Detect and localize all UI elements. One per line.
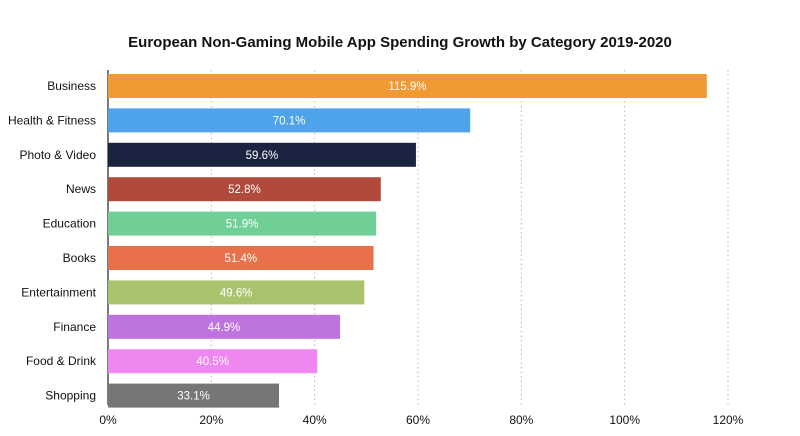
category-label: Photo & Video [19,148,96,162]
data-label: 52.8% [228,184,261,196]
x-tick-label: 80% [509,413,533,427]
category-label: News [66,182,96,196]
x-tick-label: 120% [713,413,744,427]
x-tick-label: 0% [99,413,117,427]
category-label: Entertainment [21,285,96,299]
data-label: 44.9% [208,322,241,334]
bar-business [108,74,707,98]
category-label: Books [63,251,96,265]
data-label: 59.6% [246,150,279,162]
bar-news [108,177,381,202]
chart-title: European Non-Gaming Mobile App Spending … [128,34,672,51]
data-label: 70.1% [273,115,306,127]
category-label: Finance [53,320,96,334]
x-tick-label: 60% [406,413,430,427]
bar-photo-video [108,142,416,167]
category-label: Business [47,79,96,93]
category-label: Shopping [45,389,96,403]
category-label: Education [43,217,96,231]
data-label: 51.4% [224,253,257,265]
data-label: 115.9% [388,81,426,93]
data-label: 33.1% [177,391,210,403]
category-label: Food & Drink [26,354,97,368]
bar-entertainment [108,280,365,305]
x-tick-label: 100% [609,413,640,427]
bar-food-drink [108,349,318,374]
bar-books [108,246,374,270]
x-tick-label: 20% [199,413,223,427]
data-label: 51.9% [226,219,259,231]
bar-health-fitness [108,108,471,133]
data-label: 49.6% [220,287,253,299]
category-label: Health & Fitness [8,113,96,127]
bar-finance [108,314,340,339]
x-tick-label: 40% [303,413,327,427]
bar-education [108,211,377,236]
bar-shopping [108,383,280,408]
data-label: 40.5% [196,356,229,368]
